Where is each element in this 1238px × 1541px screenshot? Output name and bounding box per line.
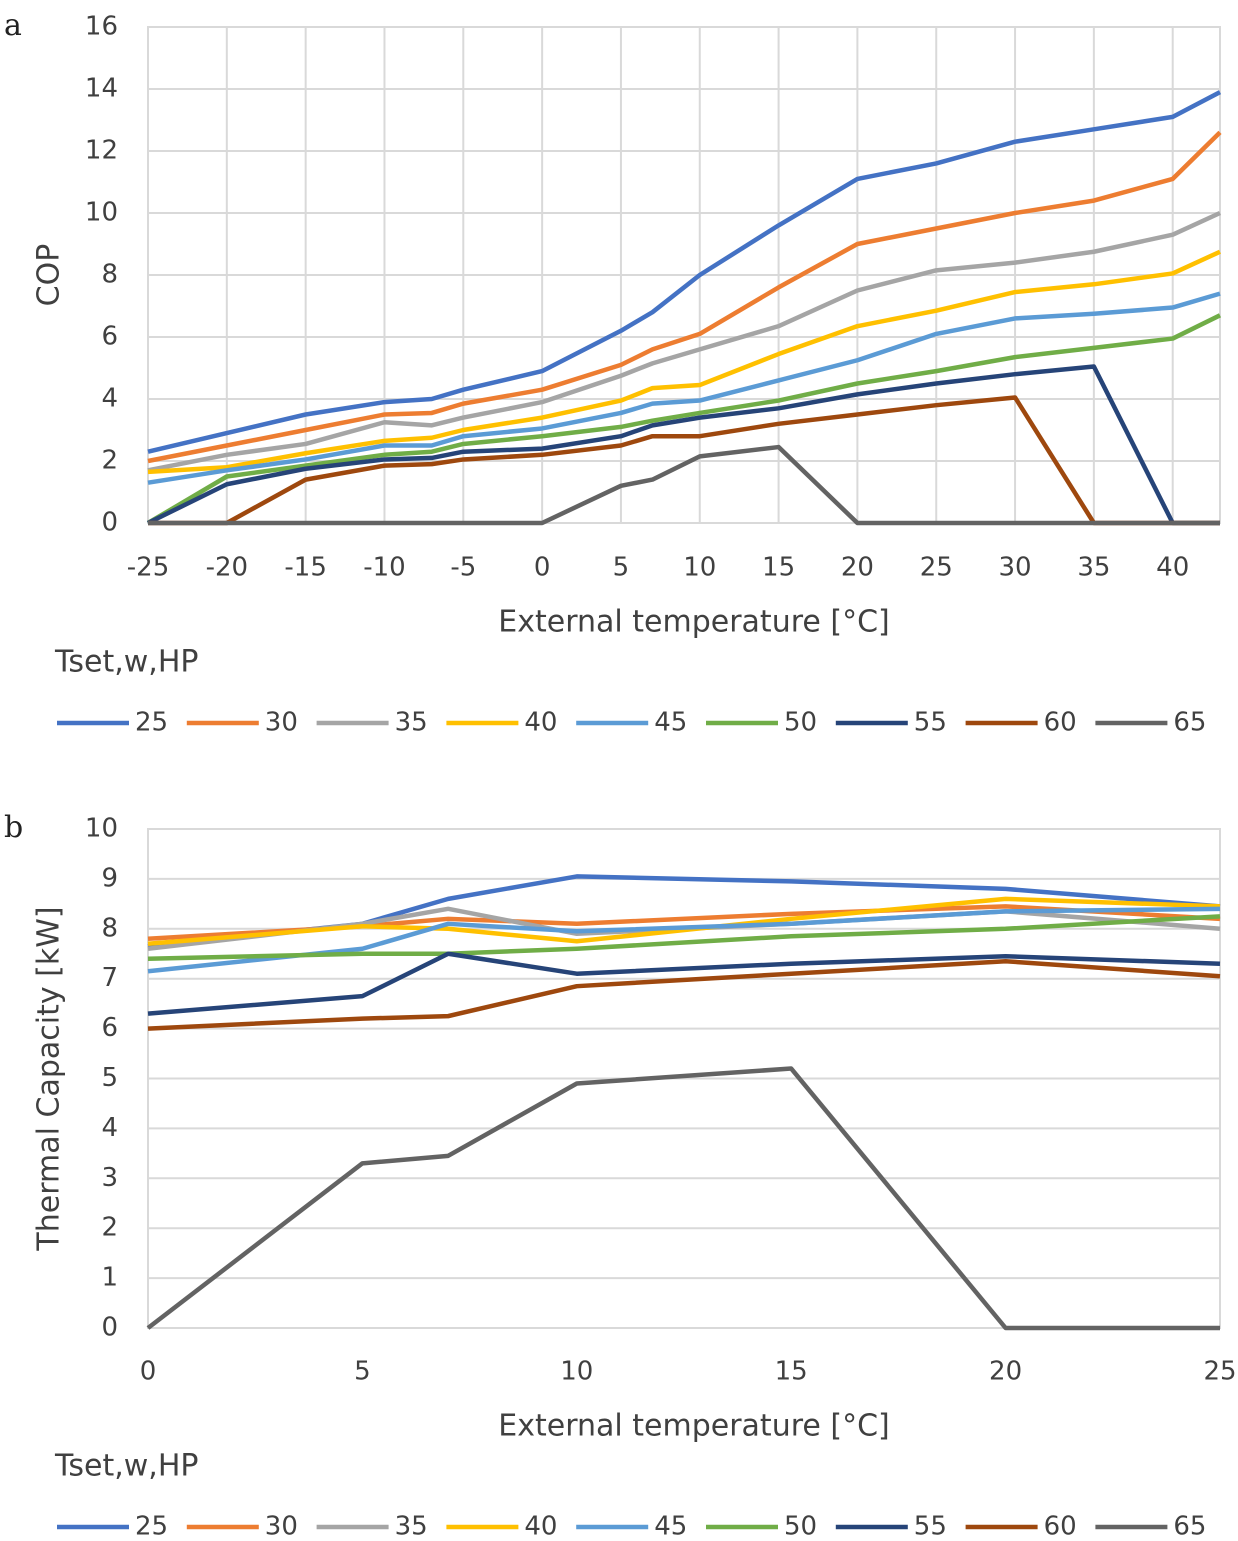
- y-tick-label: 2: [101, 446, 118, 476]
- series-line: [147, 914, 1221, 961]
- legend-label: 45: [654, 1512, 687, 1541]
- series-line: [147, 951, 1221, 1016]
- x-tick-label: -10: [363, 553, 405, 583]
- x-tick-label: 15: [775, 1357, 808, 1387]
- y-tick-label: 0: [101, 1313, 118, 1343]
- y-tick-label: 5: [101, 1063, 118, 1093]
- x-tick-label: 20: [989, 1357, 1022, 1387]
- panel-label: a: [4, 8, 22, 43]
- y-tick-label: 4: [101, 384, 118, 414]
- y-tick-label: 0: [101, 508, 118, 538]
- x-tick-label: -15: [284, 553, 326, 583]
- legend-label: 35: [395, 1512, 428, 1541]
- y-tick-label: 10: [85, 814, 118, 844]
- y-tick-label: 6: [101, 1013, 118, 1043]
- y-tick-label: 8: [101, 260, 118, 290]
- series-line: [147, 906, 1221, 974]
- legend-label: 40: [524, 708, 557, 738]
- legend-label: 25: [135, 708, 168, 738]
- y-axis-title: COP: [32, 244, 67, 307]
- series-line: [148, 444, 1220, 526]
- x-axis-title: External temperature [°C]: [498, 1409, 889, 1444]
- series-line: [147, 90, 1222, 454]
- series-line: [147, 249, 1221, 475]
- y-axis-title: Thermal Capacity [kW]: [32, 906, 67, 1251]
- series-line: [147, 130, 1222, 464]
- legend-label: 55: [914, 1512, 947, 1541]
- x-tick-label: 5: [613, 553, 630, 583]
- legend-label: 60: [1044, 1512, 1077, 1541]
- series-line: [147, 896, 1221, 947]
- x-tick-label: 40: [1156, 553, 1189, 583]
- y-tick-label: 10: [85, 198, 118, 228]
- legend-label: 50: [784, 708, 817, 738]
- x-tick-label: 10: [560, 1357, 593, 1387]
- panel-label: b: [4, 810, 23, 845]
- x-axis-title: External temperature [°C]: [498, 605, 889, 640]
- y-tick-label: 6: [101, 322, 118, 352]
- x-tick-label: -20: [206, 553, 248, 583]
- y-tick-label: 12: [85, 136, 118, 166]
- legend-label: 65: [1173, 708, 1206, 738]
- y-tick-label: 9: [101, 863, 118, 893]
- y-tick-label: 4: [101, 1113, 118, 1143]
- y-tick-label: 14: [85, 74, 118, 104]
- y-tick-label: 7: [101, 963, 118, 993]
- legend-label: 30: [265, 708, 298, 738]
- y-tick-label: 1: [101, 1263, 118, 1293]
- x-tick-label: 0: [140, 1357, 157, 1387]
- legend-label: 35: [395, 708, 428, 738]
- x-tick-label: 20: [841, 553, 874, 583]
- series-line: [147, 291, 1221, 485]
- x-tick-label: 25: [920, 553, 953, 583]
- y-tick-label: 3: [101, 1163, 118, 1193]
- x-tick-label: -5: [450, 553, 476, 583]
- legend-label: 65: [1173, 1512, 1206, 1541]
- x-tick-label: 10: [683, 553, 716, 583]
- legend-label: 45: [654, 708, 687, 738]
- legend-label: 60: [1044, 708, 1077, 738]
- legend-label: 55: [914, 708, 947, 738]
- legend-title: Tset,w,HP: [54, 645, 198, 680]
- y-tick-label: 16: [85, 12, 118, 42]
- series-line: [147, 364, 1220, 526]
- legend-title: Tset,w,HP: [54, 1449, 198, 1484]
- x-tick-label: 15: [762, 553, 795, 583]
- series-line: [147, 958, 1221, 1031]
- x-tick-label: 30: [999, 553, 1032, 583]
- legend-label: 25: [135, 1512, 168, 1541]
- series-line: [146, 1066, 1220, 1331]
- x-tick-label: 35: [1077, 553, 1110, 583]
- series-line: [148, 395, 1220, 526]
- y-tick-label: 8: [101, 913, 118, 943]
- x-tick-label: 0: [534, 553, 551, 583]
- x-tick-label: -25: [127, 553, 169, 583]
- legend-label: 30: [265, 1512, 298, 1541]
- x-tick-label: 5: [354, 1357, 371, 1387]
- series-line: [146, 313, 1221, 525]
- legend-label: 40: [524, 1512, 557, 1541]
- series-line: [147, 210, 1221, 473]
- x-tick-label: 25: [1203, 1357, 1236, 1387]
- legend-label: 50: [784, 1512, 817, 1541]
- y-tick-label: 2: [101, 1213, 118, 1243]
